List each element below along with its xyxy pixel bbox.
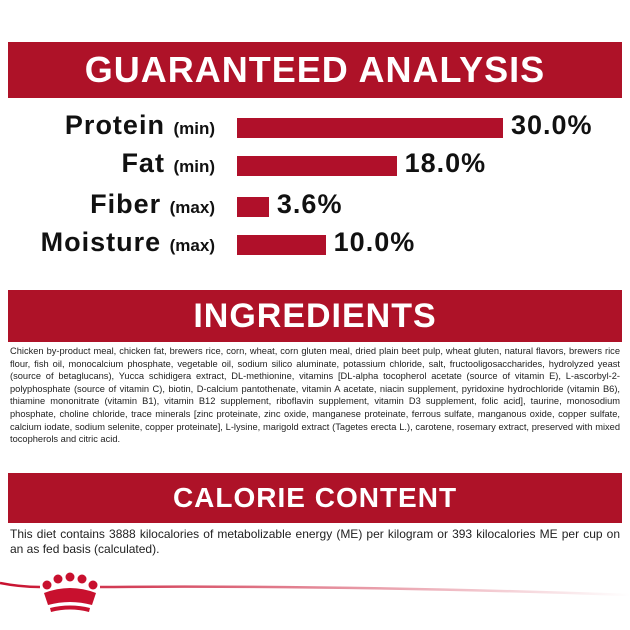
qualifier: (min) xyxy=(173,119,215,138)
row-label: Fiber (max) xyxy=(90,189,215,220)
bar xyxy=(237,235,326,255)
calories-banner: CALORIE CONTENT xyxy=(8,473,622,523)
ingredients-text: Chicken by-product meal, chicken fat, br… xyxy=(10,346,620,445)
nutrient-name: Fiber xyxy=(90,189,162,219)
bar xyxy=(237,197,269,217)
crown xyxy=(42,572,98,612)
analysis-title: GUARANTEED ANALYSIS xyxy=(84,49,546,90)
value-label: 10.0% xyxy=(333,227,416,257)
footer-line xyxy=(0,581,630,597)
row-label: Protein (min) xyxy=(65,110,215,141)
calories-title: CALORIE CONTENT xyxy=(172,482,458,513)
qualifier: (min) xyxy=(173,157,215,176)
nutrient-name: Moisture xyxy=(40,227,162,257)
analysis-banner: GUARANTEED ANALYSIS xyxy=(8,42,622,98)
value-label: 3.6% xyxy=(276,189,343,219)
nutrient-name: Fat xyxy=(121,148,165,178)
row-label: Fat (min) xyxy=(121,148,215,179)
value-label: 30.0% xyxy=(511,110,593,140)
calories-text: This diet contains 3888 kilocalories of … xyxy=(10,527,620,556)
footer-logo xyxy=(0,572,630,612)
value-label: 18.0% xyxy=(404,148,487,178)
qualifier: (max) xyxy=(169,198,215,217)
row-label: Moisture (max) xyxy=(41,227,215,258)
bar xyxy=(237,118,503,138)
nutrient-name: Protein xyxy=(64,110,165,140)
ingredients-title: INGREDIENTS xyxy=(193,297,437,335)
qualifier: (max) xyxy=(169,236,215,255)
bar xyxy=(237,156,397,176)
ingredients-banner: INGREDIENTS xyxy=(8,290,622,342)
